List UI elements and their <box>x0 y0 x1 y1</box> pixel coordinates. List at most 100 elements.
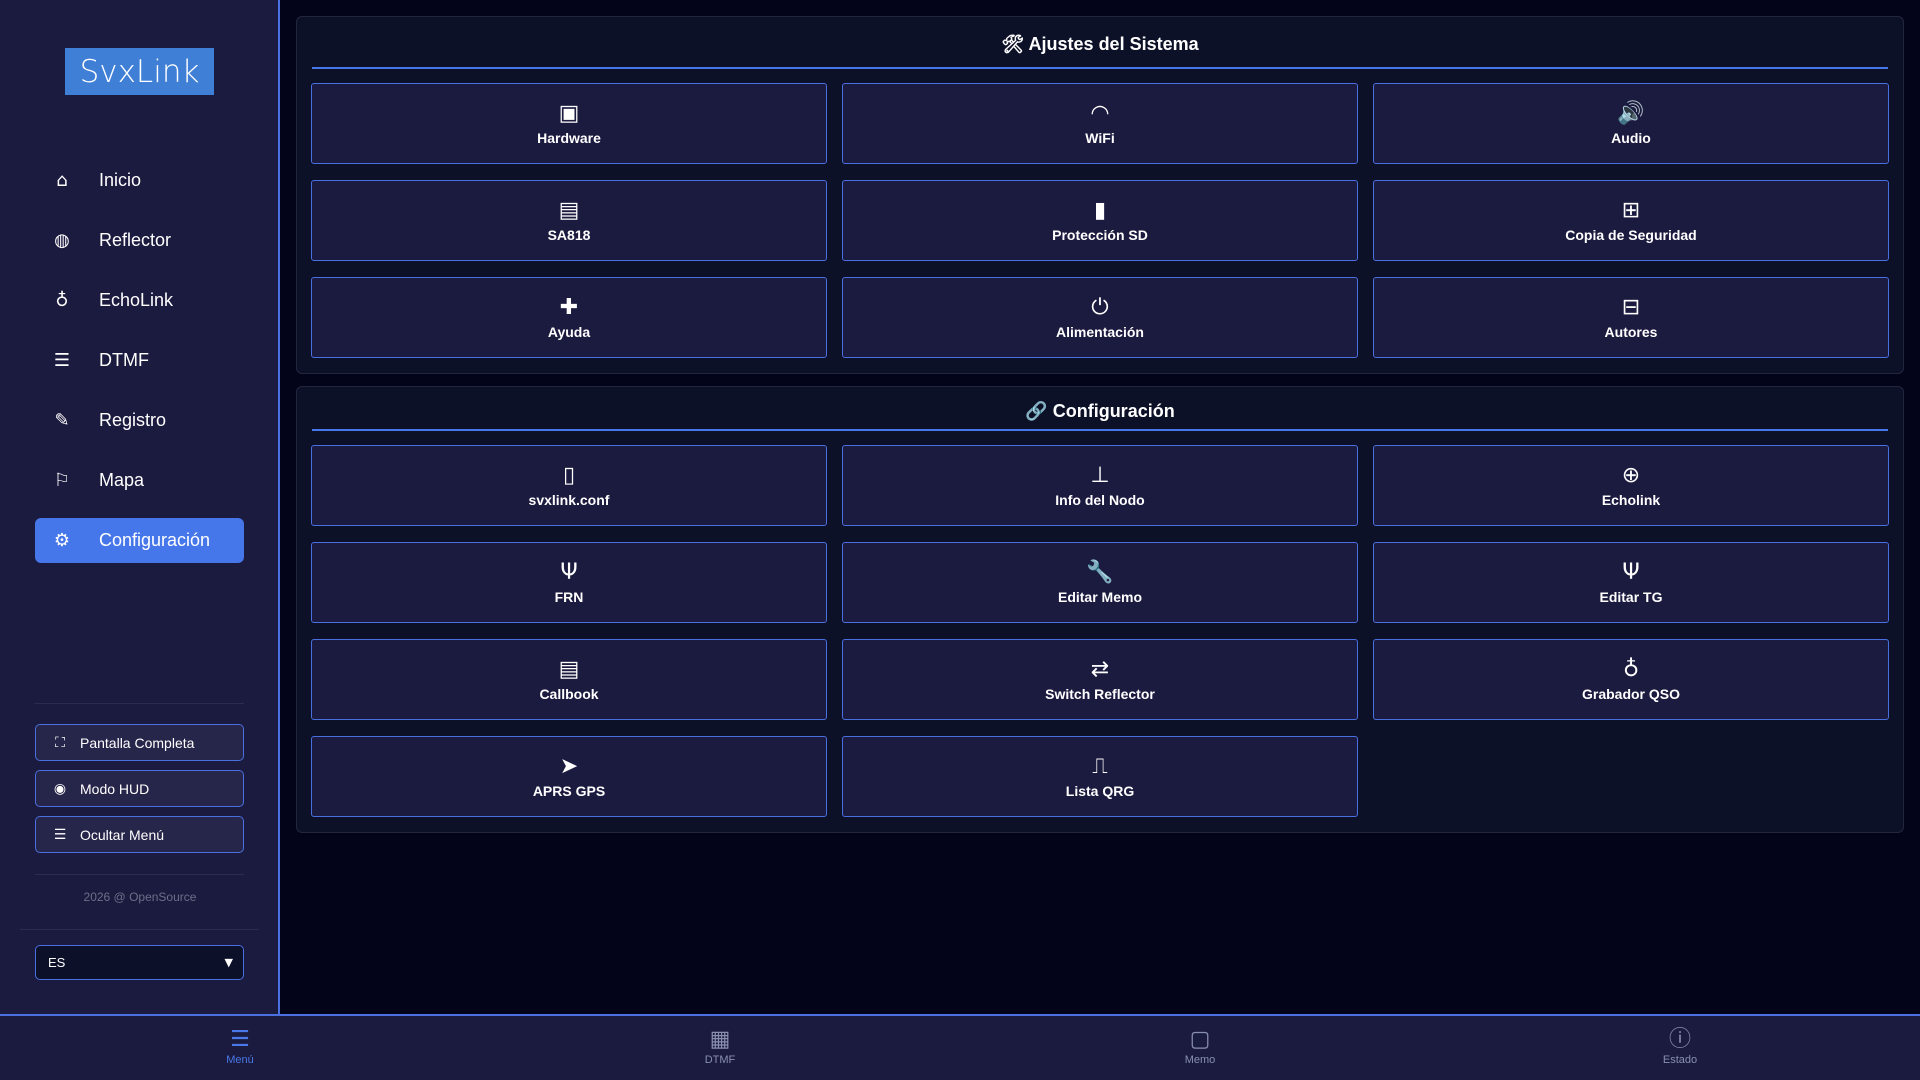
bottom-nav-estado[interactable]: ⓘ Estado <box>1620 1026 1740 1066</box>
exchange-icon: ⇄ <box>1090 656 1110 682</box>
button-label: Modo HUD <box>80 780 150 797</box>
bottom-nav-label: Estado <box>1662 1054 1698 1066</box>
sidebar-item-inicio[interactable]: ⌂ Inicio <box>35 158 244 203</box>
power-icon: ⏻ <box>1091 294 1109 320</box>
card-svxlink-conf[interactable]: ▯ svxlink.conf <box>311 445 827 526</box>
microchip-icon: ▣ <box>558 100 580 126</box>
svxlink-logo[interactable]: SvxLink <box>65 48 214 95</box>
sidebar-item-mapa[interactable]: ⚐ Mapa <box>35 458 244 503</box>
card-wifi[interactable]: ◠ WiFi <box>842 83 1358 164</box>
book-icon: ▤ <box>558 656 580 682</box>
pantalla-completa-button[interactable]: ⛶ Pantalla Completa <box>35 724 244 761</box>
configuration-title: 🔗 Configuración <box>1025 401 1175 421</box>
memory-icon: ▤ <box>558 197 580 223</box>
title-underline <box>312 429 1888 431</box>
gear-icon: ⚙ <box>53 530 71 551</box>
sidebar-item-label: Reflector <box>99 230 172 250</box>
list-icon: ☰ <box>53 350 71 371</box>
sidebar-item-label: Registro <box>99 410 167 430</box>
sidebar-item-reflector[interactable]: ◍ Reflector <box>35 218 244 263</box>
card-label: FRN <box>554 588 584 605</box>
broadcast-tower-icon: Ψ <box>560 559 578 585</box>
bottom-nav-memo[interactable]: ▢ Memo <box>1140 1026 1260 1066</box>
card-audio[interactable]: 🔊 Audio <box>1373 83 1889 164</box>
card-aprs-gps[interactable]: ➤ APRS GPS <box>311 736 827 817</box>
file-code-icon: ▯ <box>562 462 576 488</box>
location-arrow-icon: ➤ <box>559 753 579 779</box>
card-editar-tg[interactable]: Ψ Editar TG <box>1373 542 1889 623</box>
globe-icon: ◍ <box>54 230 70 251</box>
card-alimentaci-n[interactable]: ⏻ Alimentación <box>842 277 1358 358</box>
card-label: Switch Reflector <box>1045 685 1155 702</box>
card-frn[interactable]: Ψ FRN <box>311 542 827 623</box>
card-label: Editar TG <box>1599 588 1663 605</box>
card-label: Hardware <box>537 129 601 146</box>
card-label: Echolink <box>1601 491 1661 508</box>
ocultar-men--button[interactable]: ☰ Ocultar Menú <box>35 816 244 853</box>
microphone-icon: ♁ <box>55 290 69 311</box>
eye-icon: ◉ <box>53 780 67 797</box>
home-icon: ⌂ <box>56 170 68 191</box>
bottom-nav: ☰ Menú ▦ DTMF ▢ Memo ⓘ Estado <box>0 1014 1920 1080</box>
card-label: Audio <box>1611 129 1651 146</box>
sidebar-item-label: DTMF <box>99 350 149 370</box>
card-info-del-nodo[interactable]: ⊥ Info del Nodo <box>842 445 1358 526</box>
title-underline <box>312 67 1888 69</box>
sidebar-item-label: EchoLink <box>99 290 174 310</box>
sidebar-item-label: Inicio <box>99 170 142 190</box>
card-label: Grabador QSO <box>1581 685 1681 702</box>
sidebar: SvxLink ⌂ Inicio ◍ Reflector ♁ EchoLink ☰ DTMF ✎… <box>0 0 280 1014</box>
sidebar-item-registro[interactable]: ✎ Registro <box>35 398 244 443</box>
card-editar-memo[interactable]: 🔧 Editar Memo <box>842 542 1358 623</box>
sidebar-item-configuracin[interactable]: ⚙ Configuración <box>35 518 244 563</box>
card-echolink[interactable]: ⊕ Echolink <box>1373 445 1889 526</box>
chevron-down-icon: ▼ <box>224 956 233 969</box>
microphone-icon: ♁ <box>1622 656 1640 682</box>
divider <box>20 929 259 930</box>
card-label: Callbook <box>539 685 599 702</box>
bottom-nav-dtmf[interactable]: ▦ DTMF <box>660 1026 780 1066</box>
card-sa818[interactable]: ▤ SA818 <box>311 180 827 261</box>
card-label: Editar Memo <box>1057 588 1142 605</box>
card-label: Copia de Seguridad <box>1565 226 1697 243</box>
button-label: Ocultar Menú <box>80 826 165 843</box>
card-label: Info del Nodo <box>1055 491 1145 508</box>
sidebar-item-echolink[interactable]: ♁ EchoLink <box>35 278 244 323</box>
card-lista-qrg[interactable]: ⎍ Lista QRG <box>842 736 1358 817</box>
sticky-note-icon: ▢ <box>1189 1027 1211 1052</box>
card-ayuda[interactable]: ✚ Ayuda <box>311 277 827 358</box>
sidebar-item-label: Configuración <box>99 530 211 550</box>
card-copia-de-seguridad[interactable]: ⊞ Copia de Seguridad <box>1373 180 1889 261</box>
card-label: Alimentación <box>1056 323 1144 340</box>
card-label: Autores <box>1604 323 1658 340</box>
sd-card-icon: ▮ <box>1093 197 1107 223</box>
ambulance-icon: ✚ <box>559 294 579 320</box>
volume-icon: 🔊 <box>1617 100 1645 126</box>
card-protecci-n-sd[interactable]: ▮ Protección SD <box>842 180 1358 261</box>
language-select[interactable]: ES ▼ <box>35 945 244 980</box>
card-switch-reflector[interactable]: ⇄ Switch Reflector <box>842 639 1358 720</box>
bars-icon: ☰ <box>230 1027 250 1052</box>
card-label: Ayuda <box>547 323 591 340</box>
card-callbook[interactable]: ▤ Callbook <box>311 639 827 720</box>
medkit-icon: ⊞ <box>1621 197 1641 223</box>
footer-text: 2026 @ OpenSource <box>83 890 197 904</box>
card-autores[interactable]: ⊟ Autores <box>1373 277 1889 358</box>
bottom-nav-label: Menú <box>226 1054 254 1066</box>
wrench-icon: 🔧 <box>1086 559 1114 585</box>
book-open-icon: ⊟ <box>1621 294 1641 320</box>
card-label: Protección SD <box>1052 226 1148 243</box>
modo-hud-button[interactable]: ◉ Modo HUD <box>35 770 244 807</box>
language-value: ES <box>48 955 66 970</box>
sidebar-item-dtmf[interactable]: ☰ DTMF <box>35 338 244 383</box>
card-grabador-qso[interactable]: ♁ Grabador QSO <box>1373 639 1889 720</box>
card-hardware[interactable]: ▣ Hardware <box>311 83 827 164</box>
divider <box>35 874 244 875</box>
pencil-icon: ✎ <box>54 410 70 431</box>
sitemap-icon: ⊥ <box>1090 462 1110 488</box>
card-label: SA818 <box>547 226 591 243</box>
divider <box>35 703 244 704</box>
system-settings-title: 🛠 Ajustes del Sistema <box>1001 34 1199 54</box>
map-icon: ⚐ <box>53 470 71 491</box>
bottom-nav-men[interactable]: ☰ Menú <box>180 1026 300 1066</box>
